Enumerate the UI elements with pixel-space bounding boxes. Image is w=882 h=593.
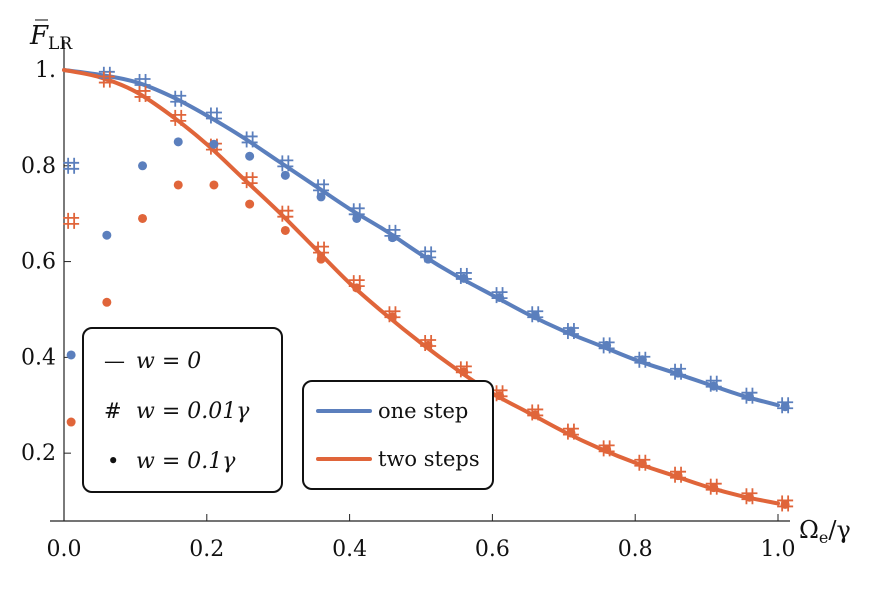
dot-marker-two-steps [138,213,148,223]
dot-marker-one-step [138,161,148,171]
dot-marker-two-steps [566,428,576,438]
marker-legend-symbol-solid: — [104,349,125,373]
hash-marker-one-step [170,90,187,107]
dot-marker-one-step [530,311,540,321]
y-axis-label: F̅LR [29,19,73,54]
y-tick-label: 0.4 [21,345,56,370]
line-legend: one step two steps [302,380,494,490]
hash-marker-one-step [313,179,330,196]
hash-marker-two-steps [313,241,330,258]
dot-marker-two-steps [673,471,683,481]
marker-legend: — w = 0 # w = 0.01γ • w = 0.1γ [82,327,283,493]
hash-marker-two-steps [277,205,294,222]
dot-marker-two-steps [602,444,612,454]
dot-marker-one-step [280,170,290,180]
dot-marker-one-step [744,392,754,402]
dot-marker-one-step [566,326,576,336]
dot-marker-two-steps [352,283,362,293]
x-tick-label: 0.8 [618,537,653,562]
marker-legend-symbol-dot: • [107,449,119,473]
line-legend-label-one-step: one step [378,399,468,423]
y-tick-label: 0.2 [21,441,56,466]
dot-marker-one-step [245,151,255,161]
dot-marker-one-step [102,230,112,240]
dot-marker-one-step [173,137,183,147]
hash-marker-two-steps [98,71,115,88]
markers-dot [66,137,790,509]
marker-legend-label-dot: w = 0.1γ [136,449,236,474]
dot-marker-two-steps [245,199,255,209]
marker-legend-item-solid: — w = 0 [104,349,201,374]
y-ticks: 0.2 0.4 0.6 0.8 1. [21,58,71,466]
hash-marker-one-step [277,155,294,172]
hash-marker-two-steps [170,109,187,126]
x-ticks: 0.0 0.2 0.4 0.6 0.8 1.0 [47,514,796,562]
marker-legend-label-hash: w = 0.01γ [136,399,250,424]
dot-marker-two-steps [387,312,397,322]
dot-marker-one-step [495,293,505,302]
x-tick-label: 0.6 [475,537,510,562]
dot-marker-two-steps [459,367,469,377]
marker-legend-item-dot: • w = 0.1γ [107,449,236,474]
dot-marker-one-step [387,233,397,243]
x-tick-label: 1.0 [761,537,796,562]
line-legend-label-two-steps: two steps [378,447,480,471]
dot-marker-one-step [209,139,219,149]
dot-marker-one-step [602,340,612,350]
x-axis-label: Ωe/γ [799,516,851,547]
hash-marker-two-steps [241,172,258,189]
hash-marker-one-step [63,157,80,174]
line-legend-item-two-steps: two steps [316,447,480,471]
dot-marker-one-step [352,213,362,223]
dot-marker-two-steps [66,417,76,427]
y-tick-label: 1. [35,58,56,83]
dot-marker-two-steps [102,297,112,307]
dot-marker-two-steps [173,180,183,190]
x-tick-label: 0.4 [332,537,367,562]
dot-marker-two-steps [495,391,505,401]
dot-marker-two-steps [209,180,219,190]
line-legend-item-one-step: one step [316,399,468,423]
hash-marker-two-steps [63,212,80,229]
dot-marker-one-step [459,273,469,283]
x-tick-label: 0.0 [47,537,82,562]
y-tick-label: 0.8 [21,154,56,179]
dot-marker-one-step [709,381,719,391]
dot-marker-two-steps [316,254,326,264]
dot-marker-two-steps [530,410,540,420]
dot-marker-two-steps [423,340,433,350]
hash-marker-one-step [241,131,258,148]
dot-marker-two-steps [744,492,754,502]
dot-marker-one-step [637,355,647,365]
dot-marker-two-steps [709,483,719,493]
dot-marker-one-step [66,350,76,360]
dot-marker-one-step [780,402,790,412]
marker-legend-symbol-hash: # [104,399,122,423]
dot-marker-one-step [423,254,433,264]
dot-marker-one-step [316,192,326,202]
marker-legend-label-solid: w = 0 [136,349,201,374]
dot-marker-two-steps [780,499,790,509]
y-tick-label: 0.6 [21,250,56,275]
hash-marker-two-steps [134,85,151,102]
marker-legend-box [82,327,283,493]
x-tick-label: 0.2 [189,537,224,562]
dot-marker-two-steps [637,459,647,469]
hash-marker-one-step [205,107,222,124]
marker-legend-item-hash: # w = 0.01γ [104,399,250,424]
dot-marker-two-steps [280,225,290,235]
dot-marker-one-step [673,368,683,378]
line-legend-box [302,380,494,490]
